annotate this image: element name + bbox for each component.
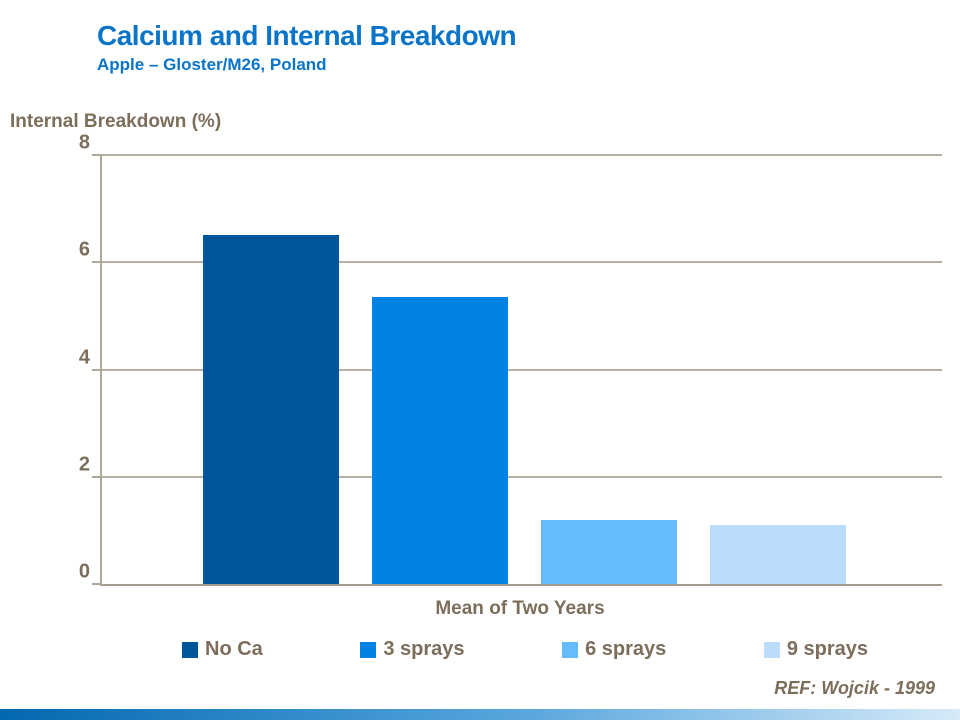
footer-decoration-band <box>0 709 960 720</box>
legend-item-no-ca: No Ca <box>182 638 263 661</box>
tick-mark-6 <box>92 261 102 264</box>
legend: No Ca 3 sprays 6 sprays 9 sprays <box>182 638 868 661</box>
tick-mark-0 <box>92 583 102 585</box>
gridline-2 <box>102 475 942 478</box>
tick-label-8: 8 <box>78 131 90 154</box>
legend-label: 3 sprays <box>383 638 465 660</box>
tick-label-4: 4 <box>78 346 90 368</box>
gridline-4 <box>102 368 942 371</box>
gridline-8 <box>102 154 942 156</box>
page-title: Calcium and Internal Breakdown <box>97 20 517 51</box>
tick-label-2: 2 <box>78 453 90 476</box>
legend-label: 6 sprays <box>585 638 667 660</box>
bar-no-ca <box>203 235 339 584</box>
legend-item-3-sprays: 3 sprays <box>360 638 465 661</box>
legend-swatch-3-sprays <box>360 641 377 658</box>
plot-area: 0 2 4 6 8 <box>79 132 942 586</box>
gridline-6 <box>102 261 942 264</box>
tick-mark-2 <box>92 475 102 478</box>
legend-swatch-6-sprays <box>562 641 579 658</box>
slide-header: Calcium and Internal Breakdown Apple – G… <box>97 20 517 75</box>
legend-swatch-9-sprays <box>763 641 780 658</box>
y-axis-title: Internal Breakdown (%) <box>10 111 222 132</box>
bar-group <box>102 155 942 584</box>
legend-item-6-sprays: 6 sprays <box>562 638 666 661</box>
legend-label: 9 sprays <box>786 638 868 660</box>
legend-item-9-sprays: 9 sprays <box>763 638 868 661</box>
bar-3-sprays <box>372 297 508 584</box>
bar-6-sprays <box>541 519 677 584</box>
tick-mark-8 <box>92 154 102 156</box>
legend-swatch-no-ca <box>182 641 198 658</box>
tick-mark-4 <box>92 368 102 371</box>
reference-citation: REF: Wojcik - 1999 <box>774 678 935 698</box>
tick-label-6: 6 <box>78 238 90 261</box>
tick-label-0: 0 <box>78 560 90 583</box>
legend-label: No Ca <box>205 638 263 660</box>
page-subtitle: Apple – Gloster/M26, Poland <box>97 55 327 74</box>
bar-9-sprays <box>710 525 846 584</box>
x-axis-label: Mean of Two Years <box>435 598 605 619</box>
